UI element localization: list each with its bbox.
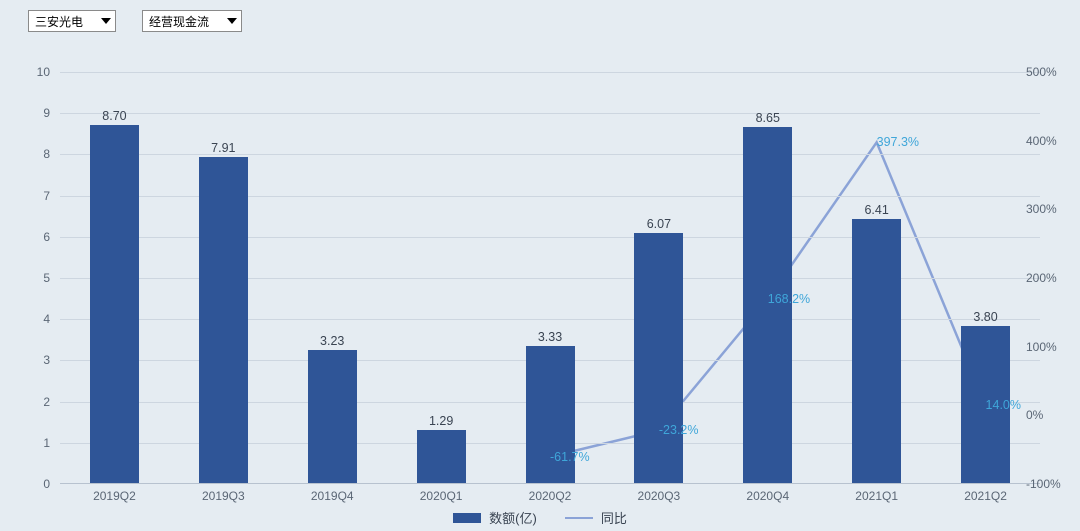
bar xyxy=(852,219,901,483)
grid-line xyxy=(60,72,1040,73)
y2-tick-label: 200% xyxy=(1026,271,1072,285)
line-value-label: 397.3% xyxy=(877,135,919,149)
y1-tick-label: 8 xyxy=(0,147,50,161)
x-category-label: 2020Q1 xyxy=(420,483,463,503)
y1-tick-label: 2 xyxy=(0,395,50,409)
y1-tick-label: 9 xyxy=(0,106,50,120)
y2-tick-label: 500% xyxy=(1026,65,1072,79)
y1-tick-label: 10 xyxy=(0,65,50,79)
y1-tick-label: 5 xyxy=(0,271,50,285)
y2-tick-label: 100% xyxy=(1026,340,1072,354)
line-value-label: -23.2% xyxy=(659,423,699,437)
controls-row: 三安光电 经营现金流 xyxy=(28,10,242,32)
x-category-label: 2021Q2 xyxy=(964,483,1007,503)
bar-value-label: 6.41 xyxy=(864,203,888,217)
y2-tick-label: 300% xyxy=(1026,202,1072,216)
y2-tick-label: -100% xyxy=(1026,477,1072,491)
grid-line xyxy=(60,154,1040,155)
legend: 数额(亿) 同比 xyxy=(0,508,1080,527)
legend-item-bar: 数额(亿) xyxy=(453,508,537,527)
x-category-label: 2020Q2 xyxy=(529,483,572,503)
y1-tick-label: 3 xyxy=(0,353,50,367)
bar-value-label: 3.23 xyxy=(320,334,344,348)
y1-tick-label: 0 xyxy=(0,477,50,491)
line-value-label: 168.2% xyxy=(768,292,810,306)
bar xyxy=(308,350,357,483)
bar-value-label: 1.29 xyxy=(429,414,453,428)
y2-tick-label: 0% xyxy=(1026,408,1072,422)
y1-tick-label: 1 xyxy=(0,436,50,450)
y2-tick-label: 400% xyxy=(1026,134,1072,148)
line-value-label: 14.0% xyxy=(986,398,1021,412)
bar-value-label: 8.65 xyxy=(756,111,780,125)
metric-dropdown[interactable]: 经营现金流 xyxy=(142,10,242,32)
y1-tick-label: 4 xyxy=(0,312,50,326)
x-category-label: 2019Q4 xyxy=(311,483,354,503)
bar xyxy=(634,233,683,483)
legend-label-bar: 数额(亿) xyxy=(489,508,537,527)
bar-value-label: 3.33 xyxy=(538,330,562,344)
bar-value-label: 6.07 xyxy=(647,217,671,231)
x-category-label: 2020Q3 xyxy=(638,483,681,503)
x-category-label: 2021Q1 xyxy=(855,483,898,503)
root: 三安光电 经营现金流 2019Q2 8.70 2019Q3 7.91 2019Q4 3.2… xyxy=(0,0,1080,531)
chevron-down-icon xyxy=(101,18,111,24)
plot-area: 2019Q28.702019Q37.912019Q43.232020Q11.29… xyxy=(60,72,1040,484)
metric-dropdown-value: 经营现金流 xyxy=(149,13,209,30)
y1-tick-label: 6 xyxy=(0,230,50,244)
bar xyxy=(90,125,139,483)
legend-label-line: 同比 xyxy=(601,508,627,527)
x-category-label: 2019Q2 xyxy=(93,483,136,503)
company-dropdown-value: 三安光电 xyxy=(35,13,83,30)
bar-value-label: 7.91 xyxy=(211,141,235,155)
x-category-label: 2019Q3 xyxy=(202,483,245,503)
y1-tick-label: 7 xyxy=(0,189,50,203)
legend-swatch-bar xyxy=(453,513,481,523)
bar-value-label: 3.80 xyxy=(973,310,997,324)
bar xyxy=(417,430,466,483)
x-category-label: 2020Q4 xyxy=(746,483,789,503)
grid-line xyxy=(60,113,1040,114)
bar xyxy=(199,157,248,483)
line-value-label: -61.7% xyxy=(550,450,590,464)
bar-value-label: 8.70 xyxy=(102,109,126,123)
chart-area: 2019Q2 8.70 2019Q3 7.91 2019Q4 3.23 2020Q1 1.29… xyxy=(0,40,1080,531)
chevron-down-icon xyxy=(227,18,237,24)
legend-item-line: 同比 xyxy=(565,508,627,527)
legend-swatch-line xyxy=(565,517,593,519)
company-dropdown[interactable]: 三安光电 xyxy=(28,10,116,32)
